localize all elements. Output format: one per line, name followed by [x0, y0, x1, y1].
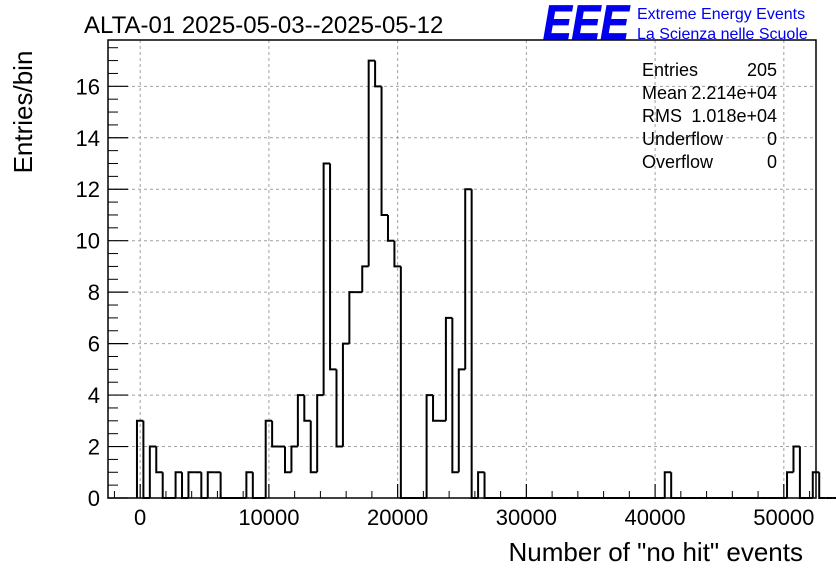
histogram-series: [135, 59, 836, 499]
histogram-bin: [148, 445, 157, 498]
histogram-bin: [341, 342, 350, 447]
histogram-bin: [464, 188, 472, 370]
histogram-bin: [670, 472, 678, 499]
histogram-bin: [290, 445, 298, 473]
histogram-bin: [386, 214, 395, 242]
histogram-bin: [303, 395, 311, 422]
histogram-bin: [155, 446, 163, 474]
x-tick-label: 10000: [238, 505, 299, 530]
histogram-bin: [798, 446, 807, 499]
x-tick-label: 30000: [496, 505, 557, 530]
logo-line1: Extreme Energy Events: [637, 6, 805, 23]
grid: [108, 40, 816, 498]
histogram-bin: [245, 471, 253, 498]
x-axis-title: Number of "no hit" events: [509, 537, 804, 567]
histogram-bin: [818, 472, 826, 499]
stats-box: Entries 205 Mean 2.214e+04 RMS 1.018e+04…: [642, 60, 777, 172]
histogram-bin: [477, 471, 485, 498]
histogram-bin: [309, 420, 318, 474]
y-tick-label: 4: [88, 383, 100, 408]
histogram-bin: [367, 59, 376, 267]
stats-rms-label: RMS: [642, 106, 682, 126]
y-tick-label: 14: [76, 126, 100, 151]
y-tick-label: 12: [76, 177, 100, 202]
histogram-bin: [811, 471, 820, 498]
plot-frame: [107, 39, 817, 499]
histogram-bin: [786, 471, 794, 498]
histogram-bin: [380, 86, 388, 216]
stats-overflow-label: Overflow: [642, 152, 714, 172]
histogram-bin: [451, 317, 459, 474]
stats-underflow-value: 0: [767, 129, 777, 149]
y-tick-label: 6: [88, 332, 100, 357]
histogram-bin: [348, 291, 356, 344]
histogram-bin: [425, 394, 434, 498]
histogram-bin: [432, 395, 440, 422]
y-tick-label: 16: [76, 74, 100, 99]
histogram-bin: [206, 471, 215, 498]
histogram-bin: [187, 471, 195, 498]
eee-logo: EEE Extreme Energy Events La Scienza nel…: [543, 0, 808, 51]
histogram-bin: [251, 472, 260, 499]
y-tick-label: 2: [88, 435, 100, 460]
x-tick-label: 50000: [753, 505, 814, 530]
histogram-bin: [329, 163, 337, 371]
y-axis-title: Entries/bin: [8, 51, 38, 174]
stats-underflow-label: Underflow: [642, 129, 724, 149]
stats-mean-value: 2.214e+04: [691, 83, 777, 103]
histogram-bin: [219, 472, 228, 499]
stats-overflow-value: 0: [767, 152, 777, 172]
histogram-bin: [174, 471, 183, 498]
x-tick-label: 40000: [624, 505, 685, 530]
stats-rms-value: 1.018e+04: [691, 106, 777, 126]
stats-entries-label: Entries: [642, 60, 698, 80]
histogram-bin: [374, 60, 382, 88]
x-axis: 0 10000 20000 30000 40000 50000: [113, 484, 814, 530]
histogram-bin: [316, 394, 324, 473]
histogram-bin: [361, 265, 369, 293]
histogram-bin: [457, 368, 466, 473]
x-tick-label: 0: [134, 505, 146, 530]
histogram-bin: [322, 162, 331, 396]
histogram-bin: [483, 472, 491, 499]
y-tick-label: 8: [88, 280, 100, 305]
histogram-bin: [284, 446, 292, 474]
x-tick-label: 20000: [367, 505, 428, 530]
histogram-bin: [335, 369, 343, 448]
stats-mean-label: Mean: [642, 83, 687, 103]
histogram-bin: [792, 445, 800, 473]
y-tick-label: 10: [76, 229, 100, 254]
histogram-bin: [663, 471, 672, 498]
histogram-bin: [393, 240, 401, 268]
y-tick-label: 0: [88, 486, 100, 511]
chart-title: ALTA-01 2025-05-03--2025-05-12: [84, 12, 443, 39]
histogram-bin: [296, 394, 305, 447]
histogram-bin: [399, 266, 408, 499]
eee-logo-mark: EEE: [543, 0, 631, 50]
histogram-bin: [135, 419, 144, 498]
histogram-bin: [444, 316, 453, 421]
histogram-bin: [264, 419, 273, 498]
logo-line2: La Scienza nelle Scuole: [637, 26, 808, 43]
y-axis: 0 2 4 6 8 10 12 14 16: [76, 47, 128, 511]
stats-entries-value: 205: [747, 60, 777, 80]
histogram-bin: [271, 420, 279, 448]
